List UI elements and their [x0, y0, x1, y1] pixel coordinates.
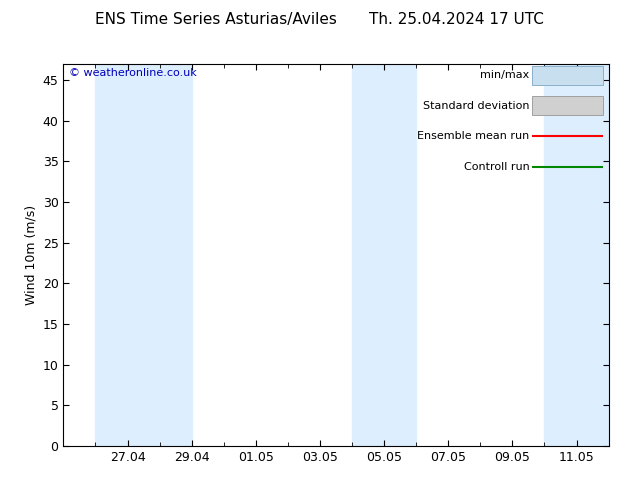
Text: Controll run: Controll run: [464, 162, 529, 172]
Bar: [96, 64, 160, 446]
Text: Standard deviation: Standard deviation: [423, 101, 529, 111]
Text: Ensemble mean run: Ensemble mean run: [417, 131, 529, 141]
Bar: [533, 96, 603, 115]
Text: min/max: min/max: [481, 70, 529, 80]
Bar: [160, 64, 191, 446]
Text: Th. 25.04.2024 17 UTC: Th. 25.04.2024 17 UTC: [369, 12, 544, 27]
Y-axis label: Wind 10m (m/s): Wind 10m (m/s): [24, 205, 37, 305]
Bar: [545, 64, 609, 446]
Bar: [533, 66, 603, 85]
Bar: [352, 64, 416, 446]
Text: © weatheronline.co.uk: © weatheronline.co.uk: [69, 68, 197, 77]
Text: ENS Time Series Asturias/Aviles: ENS Time Series Asturias/Aviles: [94, 12, 337, 27]
